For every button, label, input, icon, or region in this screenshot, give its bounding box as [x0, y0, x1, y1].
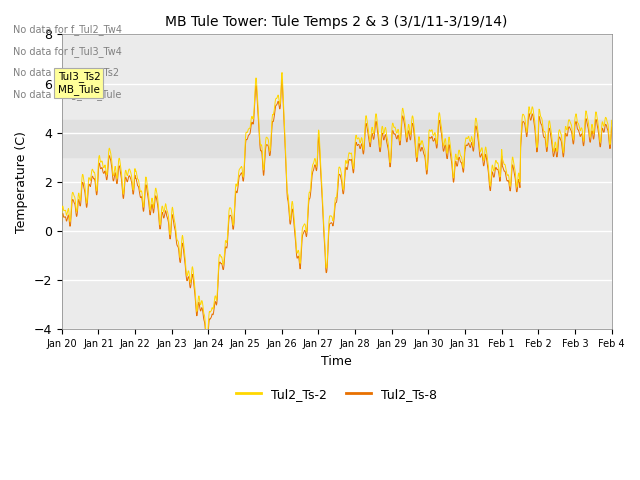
Text: Tul3_Ts2
MB_Tule: Tul3_Ts2 MB_Tule [58, 72, 100, 95]
Text: No data for g_MB_Tule: No data for g_MB_Tule [13, 89, 121, 100]
Text: No data for f_Tul2_Tw4: No data for f_Tul2_Tw4 [13, 24, 122, 35]
Legend: Tul2_Ts-2, Tul2_Ts-8: Tul2_Ts-2, Tul2_Ts-8 [231, 383, 442, 406]
Title: MB Tule Tower: Tule Temps 2 & 3 (3/1/11-3/19/14): MB Tule Tower: Tule Temps 2 & 3 (3/1/11-… [166, 15, 508, 29]
X-axis label: Time: Time [321, 355, 352, 368]
Text: No data for f_Tul3_Ts2: No data for f_Tul3_Ts2 [13, 67, 119, 78]
Y-axis label: Temperature (C): Temperature (C) [15, 131, 28, 233]
Text: No data for f_Tul3_Tw4: No data for f_Tul3_Tw4 [13, 46, 122, 57]
Bar [61, 120, 612, 157]
